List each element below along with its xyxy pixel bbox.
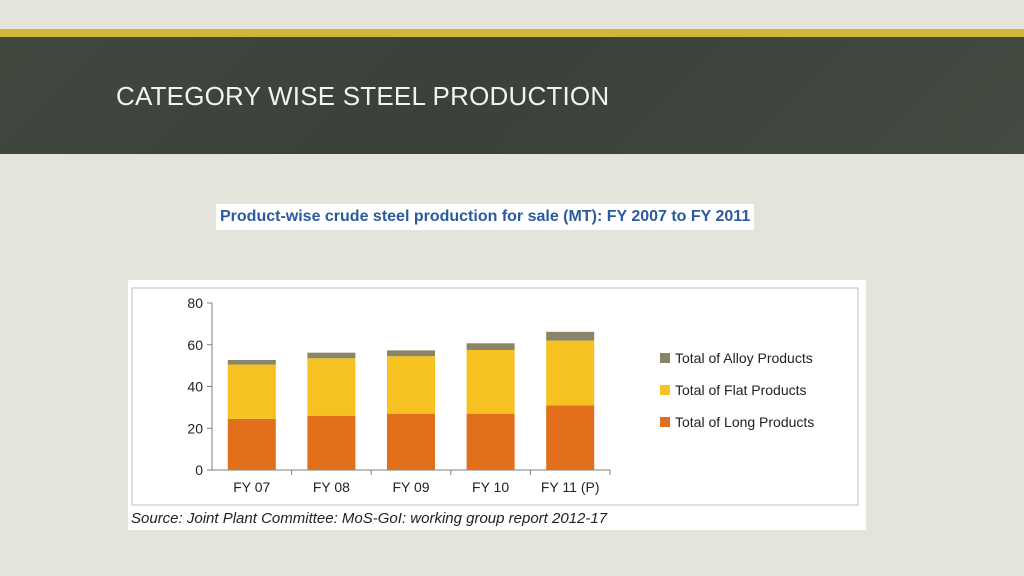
bar-segment: [546, 340, 595, 406]
x-tick-label: FY 10: [472, 479, 509, 495]
y-tick-label: 60: [187, 337, 203, 353]
bar-segment: [546, 405, 595, 470]
bar-segment: [227, 359, 276, 365]
legend-swatch: [660, 417, 670, 427]
legend: Total of Alloy Products Total of Flat Pro…: [660, 350, 814, 430]
bar-segment: [307, 352, 356, 359]
bar-segment: [466, 413, 515, 470]
x-tick-label: FY 08: [313, 479, 350, 495]
x-tick-labels: FY 07 FY 08 FY 09 FY 10 FY 11 (P): [233, 479, 599, 495]
legend-label: Total of Long Products: [675, 414, 814, 430]
plot-border: [131, 287, 859, 506]
bar-segment: [387, 413, 435, 470]
bar-segment: [227, 418, 276, 470]
bar-segment: [466, 343, 515, 350]
bar-segment: [387, 350, 435, 357]
bar-segment: [466, 349, 515, 414]
chart-panel: 0 20 40 60 80 FY 07 FY 08 FY 09 FY 10 FY 11 (P) …: [128, 280, 866, 530]
slide-title: CATEGORY WISE STEEL PRODUCTION: [116, 81, 610, 111]
title-band: [0, 37, 1024, 154]
x-tick-label: FY 07: [233, 479, 270, 495]
legend-swatch: [660, 385, 670, 395]
chart-heading: Product-wise crude steel production for …: [216, 204, 755, 230]
bar-segment: [387, 356, 435, 414]
y-tick-label: 0: [195, 462, 203, 478]
y-tick-label: 20: [187, 420, 203, 436]
y-tick-label: 40: [187, 379, 203, 395]
legend-label: Total of Alloy Products: [675, 350, 813, 366]
y-tick-label: 80: [187, 295, 203, 311]
bar-segment: [307, 415, 356, 470]
x-tick-label: FY 09: [392, 479, 429, 495]
x-tick-label: FY 11 (P): [541, 479, 600, 495]
bar-segment: [227, 364, 276, 419]
accent-stripe: [0, 29, 1024, 37]
legend-label: Total of Flat Products: [675, 382, 807, 398]
bars: [227, 331, 595, 470]
legend-swatch: [660, 353, 670, 363]
bar-segment: [307, 358, 356, 416]
axes: 0 20 40 60 80: [187, 295, 611, 478]
source-note: Source: Joint Plant Committee: MoS-GoI: …: [131, 510, 608, 527]
bar-segment: [546, 331, 595, 341]
